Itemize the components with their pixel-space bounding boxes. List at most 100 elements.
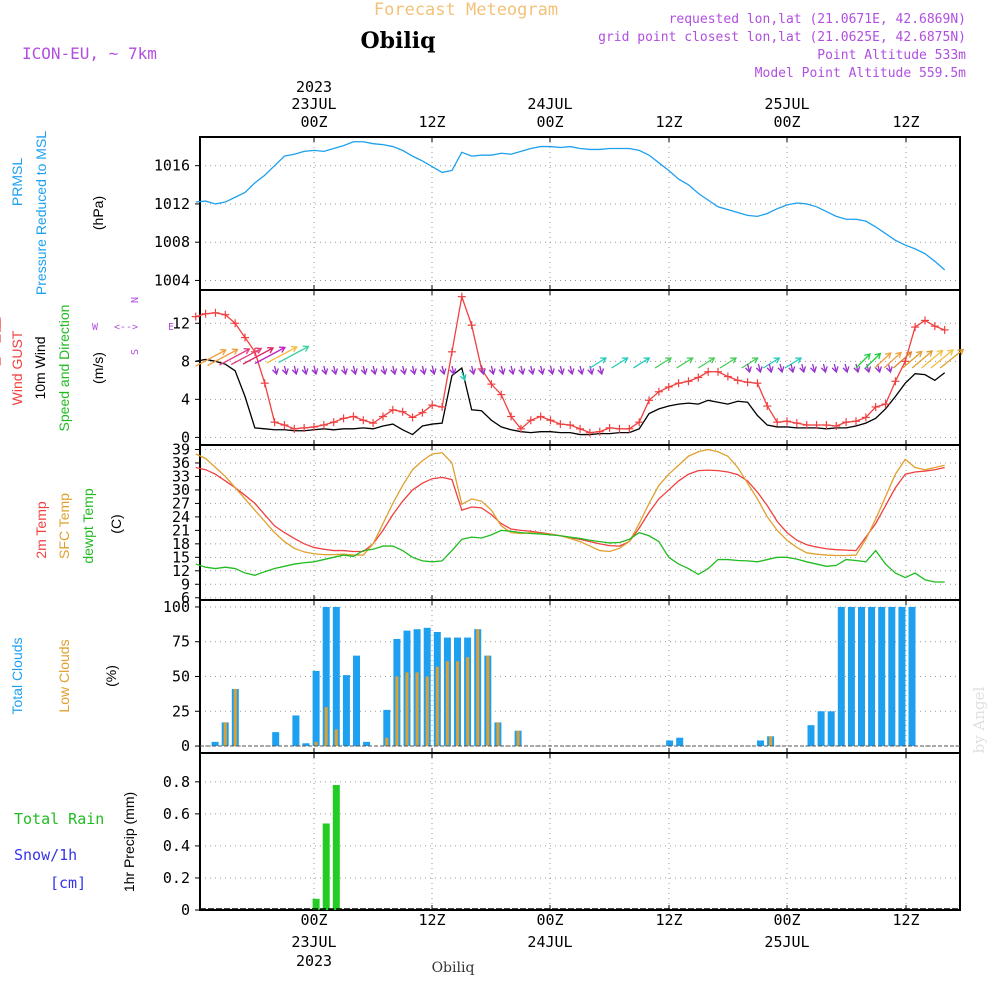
gust-marker (457, 292, 466, 301)
gust-marker (881, 400, 890, 409)
wind-arrow-head (231, 348, 239, 355)
y-tick-label: 18 (172, 535, 190, 553)
wind-arrow (272, 365, 279, 376)
clouds-low-label: Low Clouds (56, 639, 72, 712)
wind-arrow-head (842, 366, 850, 374)
cloud-total-bar (666, 740, 674, 747)
bottom-hour-5: 00Z (773, 911, 800, 929)
wind-arrow-shaft (833, 363, 837, 373)
cloud-total-bar (878, 606, 886, 747)
gust-marker (516, 424, 525, 433)
cloud-total-bar (211, 741, 219, 747)
wind-arrow-head (875, 366, 882, 374)
wind-arrow-head (884, 352, 892, 359)
wind-arrow-head (799, 366, 807, 374)
cloud-total-bar (807, 725, 815, 747)
top-hour-6: 12Z (892, 113, 919, 131)
wind-arrow-shaft (822, 363, 827, 373)
wind-arrow (266, 346, 298, 364)
wind-arrow (311, 365, 319, 376)
wind-arrow (350, 365, 358, 376)
gust-marker (625, 424, 634, 433)
credit-watermark: by Angel (970, 686, 988, 753)
y-tick-label: 100 (163, 598, 190, 616)
gust-marker (871, 402, 880, 411)
cloud-total-bar (847, 606, 855, 747)
wind-arrow-shaft (303, 365, 307, 375)
wind-arrow-head (567, 368, 575, 376)
model-altitude: Model Point Altitude 559.5m (755, 66, 966, 81)
wind-arrow-head (947, 349, 954, 356)
bottom-hour-2: 12Z (418, 911, 445, 929)
rain-bar (332, 785, 340, 910)
wind-arrow-head (577, 368, 585, 376)
gust-marker (290, 424, 299, 433)
cloud-low-bar (395, 676, 399, 747)
wind-arrow-head (915, 350, 923, 358)
wind-arrow-head (439, 368, 447, 376)
wind-arrow (278, 345, 310, 364)
wind-arrow-head (755, 366, 763, 374)
wind-arrow-head (409, 368, 417, 376)
wind-arrow (390, 365, 398, 376)
gust-marker (566, 421, 575, 430)
wind-arrow-head (478, 368, 486, 376)
cloud-total-bar (332, 606, 340, 747)
gust-marker (832, 421, 841, 430)
gust-marker (398, 407, 407, 416)
model-name: ICON-EU, ~ 7km (22, 44, 157, 63)
cloud-total-bar (342, 675, 350, 747)
y-tick-label: 0.8 (163, 773, 190, 791)
wind-arrow-head (449, 368, 457, 376)
wind-arrow (632, 357, 651, 369)
wind-arrow-shaft (273, 365, 278, 375)
wind-arrow-shaft (382, 365, 386, 375)
wind-arrow (469, 365, 476, 376)
dewpoint-line (195, 529, 945, 583)
gust-marker (684, 377, 693, 386)
wind-arrow (676, 357, 694, 369)
wind-arrow-shaft (844, 363, 848, 373)
wind-arrow-head (547, 368, 555, 376)
y-tick-label: 1012 (154, 195, 190, 213)
wind-arrow-head (864, 366, 872, 374)
wind-arrow-shaft (530, 365, 534, 375)
temp-sfc-label: SFC Temp (56, 493, 72, 559)
bottom-year: 2023 (296, 952, 332, 970)
panel-frame (199, 752, 961, 911)
bottom-date-1: 23JUL (291, 933, 336, 951)
gust-marker (930, 322, 939, 331)
wind-arrow-shaft (195, 349, 227, 367)
temp-ylabel: (C) (108, 514, 124, 533)
cloud-low-bar (466, 657, 470, 747)
wind-arrow (488, 365, 496, 376)
gust-marker (783, 417, 791, 426)
wind-arrow-shaft (549, 365, 554, 375)
wind-arrow (538, 365, 545, 376)
wind-arrow-shaft (559, 365, 563, 375)
wind-arrow (230, 347, 263, 366)
wind-arrow-shaft (611, 357, 628, 369)
gust-marker (773, 418, 782, 427)
top-date-1: 23JUL (291, 95, 336, 113)
wind-arrow-head (311, 368, 319, 376)
wind-arrow-head (291, 368, 299, 376)
wind-ylabel: (m/s) (90, 352, 106, 384)
wind-arrow-shaft (421, 365, 426, 375)
temp-dew-label: dewpt Temp (80, 488, 96, 563)
precip-snow-label: Snow/1h (14, 846, 77, 864)
y-tick-label: 6 (181, 589, 190, 607)
wind-arrow (528, 365, 536, 376)
gust-marker (694, 373, 703, 382)
wind-arrow-shaft (323, 365, 327, 375)
wind-arrow (864, 363, 872, 374)
wind-arrow-head (751, 357, 759, 364)
wind-arrow (777, 363, 785, 374)
wind-arrow (831, 363, 839, 374)
wind-arrow-shaft (676, 357, 693, 369)
gust-marker (792, 419, 801, 428)
y-tick-label: 4 (181, 390, 190, 408)
gust-marker (714, 367, 723, 376)
gust-marker (536, 412, 545, 421)
cloud-low-bar (233, 689, 237, 747)
